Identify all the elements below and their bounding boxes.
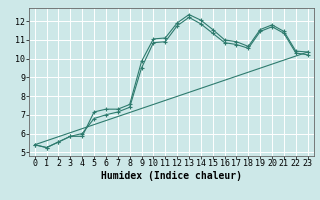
X-axis label: Humidex (Indice chaleur): Humidex (Indice chaleur) — [101, 171, 242, 181]
